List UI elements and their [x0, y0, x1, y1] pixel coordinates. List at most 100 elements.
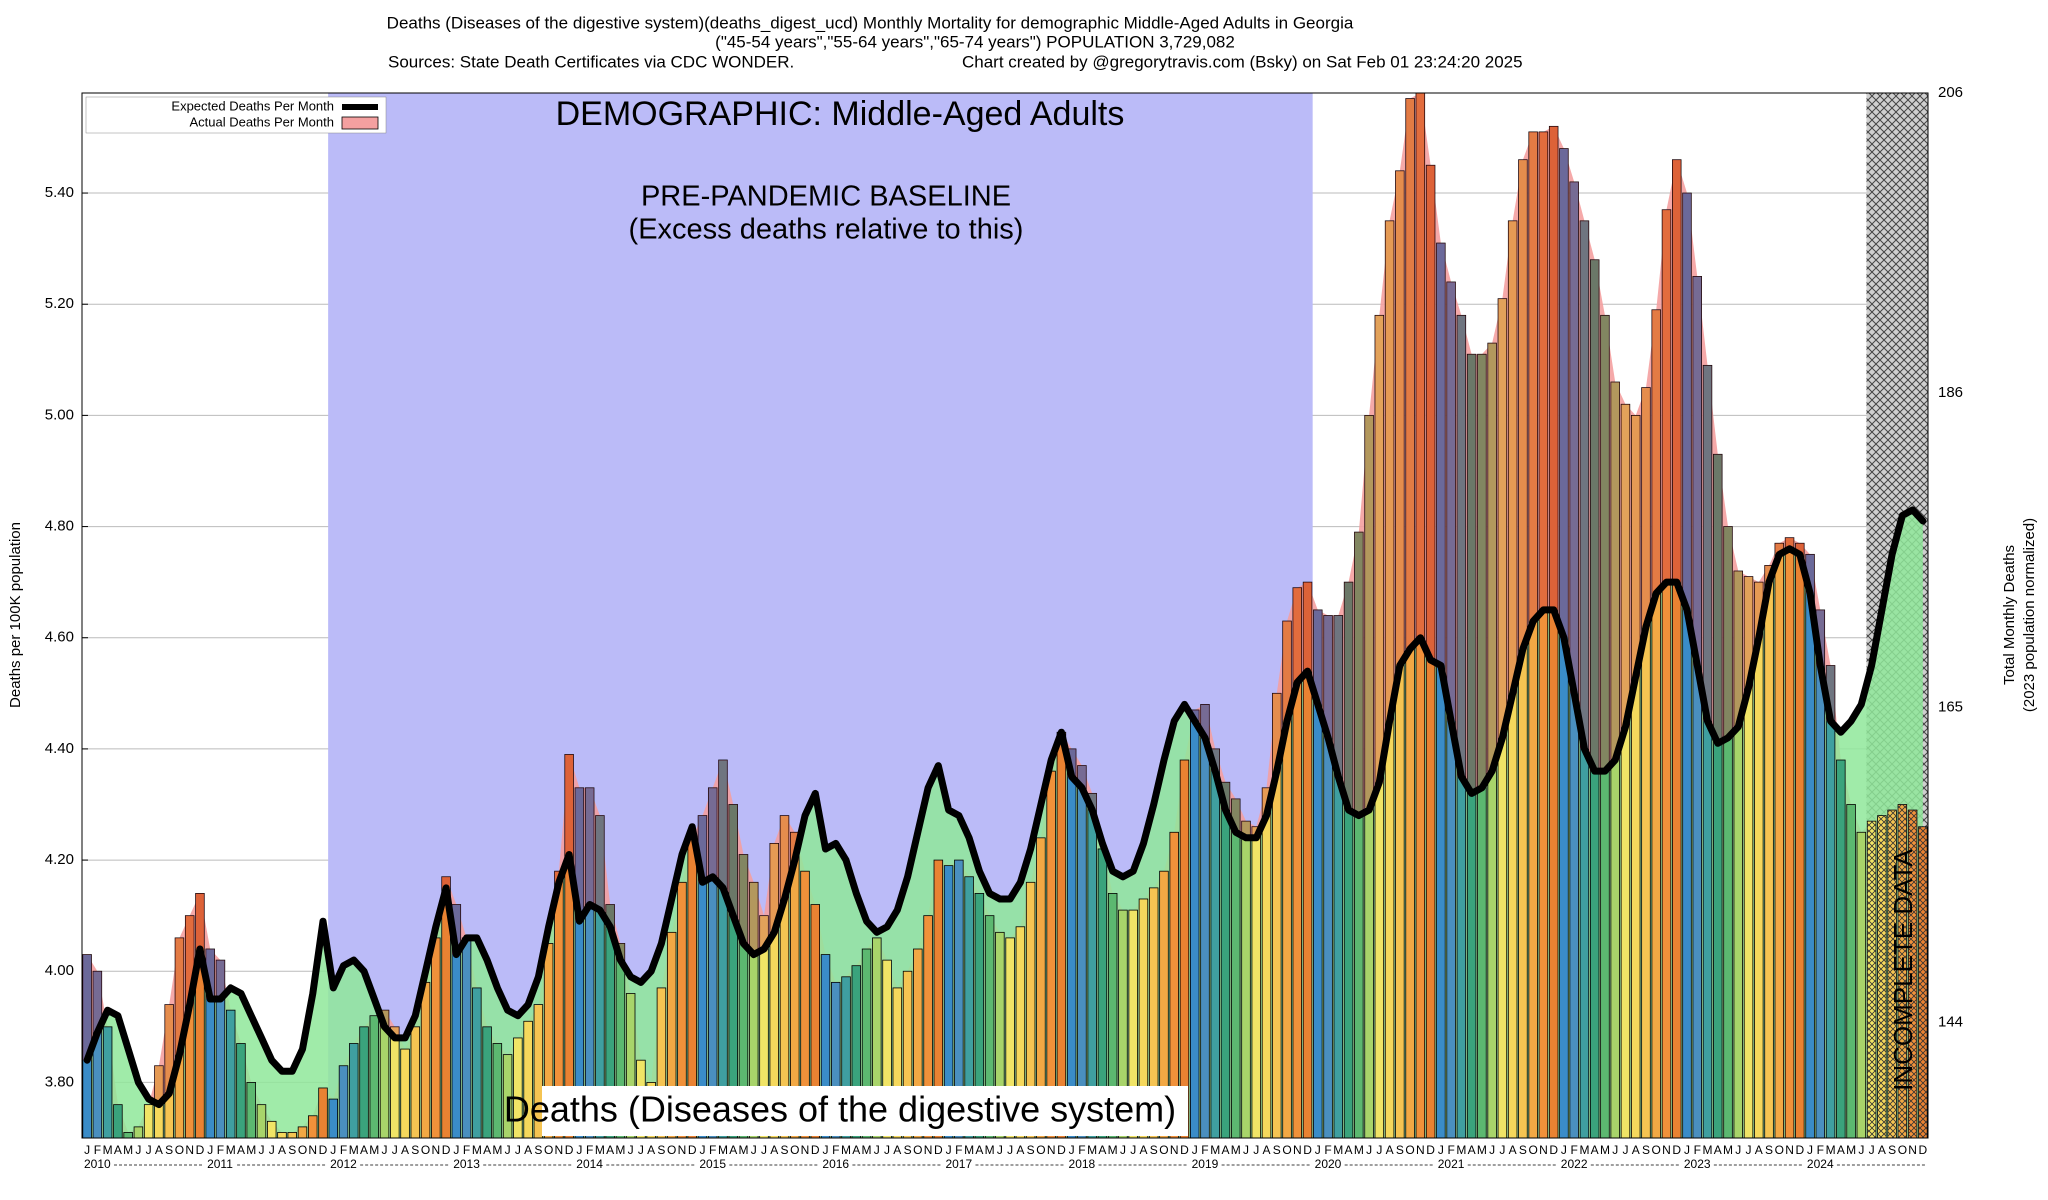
bar	[246, 1082, 256, 1139]
x-tick-label: J	[207, 1143, 213, 1157]
x-tick-label: S	[1765, 1143, 1773, 1157]
x-tick-label: J	[1622, 1143, 1628, 1157]
excess-tint	[205, 949, 215, 1000]
x-tick-label: J	[1376, 1143, 1382, 1157]
excess-tint	[1528, 131, 1538, 622]
excess-tint	[1323, 615, 1333, 738]
x-tick-label: N	[555, 1143, 564, 1157]
y-tick-label: 5.00	[45, 406, 74, 423]
bar	[1077, 765, 1087, 1139]
x-tick-label: O	[421, 1143, 430, 1157]
legend-swatch	[341, 116, 379, 130]
x-tick-label: J	[84, 1143, 90, 1157]
x-tick-label: M	[1826, 1143, 1836, 1157]
x-tick-label: A	[1345, 1143, 1353, 1157]
x-tick-label: J	[576, 1143, 582, 1157]
x-tick-label: J	[1253, 1143, 1259, 1157]
x-tick-label: J	[1807, 1143, 1813, 1157]
x-tick-label: J	[1869, 1143, 1875, 1157]
x-tick-label: N	[1170, 1143, 1179, 1157]
excess-tint	[1621, 404, 1630, 727]
x-tick-label: A	[237, 1143, 245, 1157]
y2-tick-label: 144	[1938, 1014, 1963, 1031]
bar	[1056, 731, 1067, 1139]
excess-tint	[1221, 782, 1230, 811]
x-tick-label: M	[1846, 1143, 1856, 1157]
bar	[123, 1132, 133, 1139]
x-tick-label: O	[1405, 1143, 1414, 1157]
year-label: 2013	[453, 1157, 480, 1171]
bar	[256, 1104, 267, 1139]
y-tick-label: 5.40	[45, 184, 74, 201]
x-tick-label: J	[258, 1143, 264, 1157]
x-tick-label: D	[1672, 1143, 1681, 1157]
excess-tint	[1303, 582, 1312, 672]
x-tick-label: A	[114, 1143, 122, 1157]
bar	[266, 1120, 277, 1139]
excess-tint	[595, 815, 605, 911]
y2-axis-label: Total Monthly Deaths	[2001, 545, 2018, 685]
x-tick-label: A	[401, 1143, 409, 1157]
bar	[328, 1098, 338, 1139]
x-tick-label: A	[1098, 1143, 1106, 1157]
bar	[143, 1104, 154, 1139]
excess-tint	[1826, 665, 1835, 722]
x-tick-label: F	[340, 1143, 347, 1157]
excess-tint	[708, 787, 718, 877]
x-tick-label: F	[955, 1143, 962, 1157]
bar	[133, 1126, 144, 1139]
bar	[225, 1009, 236, 1139]
excess-tint	[1631, 415, 1641, 677]
x-tick-label: J	[997, 1143, 1003, 1157]
x-tick-label: J	[1069, 1143, 1075, 1157]
expected-line	[83, 506, 1927, 1109]
x-tick-label: N	[1908, 1143, 1917, 1157]
x-tick-label: F	[709, 1143, 716, 1157]
x-tick-label: O	[298, 1143, 307, 1157]
excess-tint	[1815, 609, 1825, 666]
x-tick-label: S	[904, 1143, 912, 1157]
x-tick-label: M	[1579, 1143, 1589, 1157]
x-tick-label: F	[463, 1143, 470, 1157]
x-tick-label: M	[964, 1143, 974, 1157]
x-tick-label: A	[852, 1143, 860, 1157]
x-tick-label: A	[1221, 1143, 1229, 1157]
x-tick-label: S	[165, 1143, 173, 1157]
x-tick-label: F	[1078, 1143, 1085, 1157]
x-tick-label: M	[1108, 1143, 1118, 1157]
x-tick-label: S	[657, 1143, 665, 1157]
cause-box	[542, 1086, 1188, 1136]
bar	[1046, 770, 1056, 1139]
x-tick-label: J	[1561, 1143, 1567, 1157]
x-tick-label: N	[924, 1143, 933, 1157]
excess-tint	[718, 760, 728, 888]
x-tick-label: J	[751, 1143, 757, 1157]
x-tick-label: J	[1499, 1143, 1505, 1157]
excess-tint	[1754, 582, 1764, 638]
excess-tint	[1508, 220, 1517, 694]
excess-tint	[1405, 98, 1415, 649]
excess-tint	[1282, 621, 1292, 722]
x-tick-label: M	[1231, 1143, 1241, 1157]
excess-tint	[1549, 126, 1558, 610]
x-tick-label: S	[780, 1143, 788, 1157]
excess-tint	[575, 787, 584, 922]
excess-tint	[1375, 315, 1384, 783]
x-tick-label: A	[1714, 1143, 1722, 1157]
x-tick-label: J	[515, 1143, 521, 1157]
x-tick-label: S	[411, 1143, 419, 1157]
excess-tint	[1662, 209, 1671, 583]
year-label: 2019	[1192, 1157, 1219, 1171]
x-tick-label: J	[505, 1143, 511, 1157]
bar	[1200, 704, 1210, 1139]
x-tick-label: O	[1036, 1143, 1045, 1157]
x-tick-label: A	[1509, 1143, 1517, 1157]
excess-tint	[1590, 259, 1600, 772]
x-tick-label: M	[226, 1143, 236, 1157]
annotation: DEMOGRAPHIC: Middle-Aged Adults	[556, 95, 1125, 133]
bar	[113, 1104, 123, 1139]
plot-frame	[81, 92, 1929, 1139]
x-tick-label: A	[1591, 1143, 1599, 1157]
x-tick-label: S	[1273, 1143, 1281, 1157]
sources: Sources: State Death Certificates via CD…	[388, 52, 794, 71]
